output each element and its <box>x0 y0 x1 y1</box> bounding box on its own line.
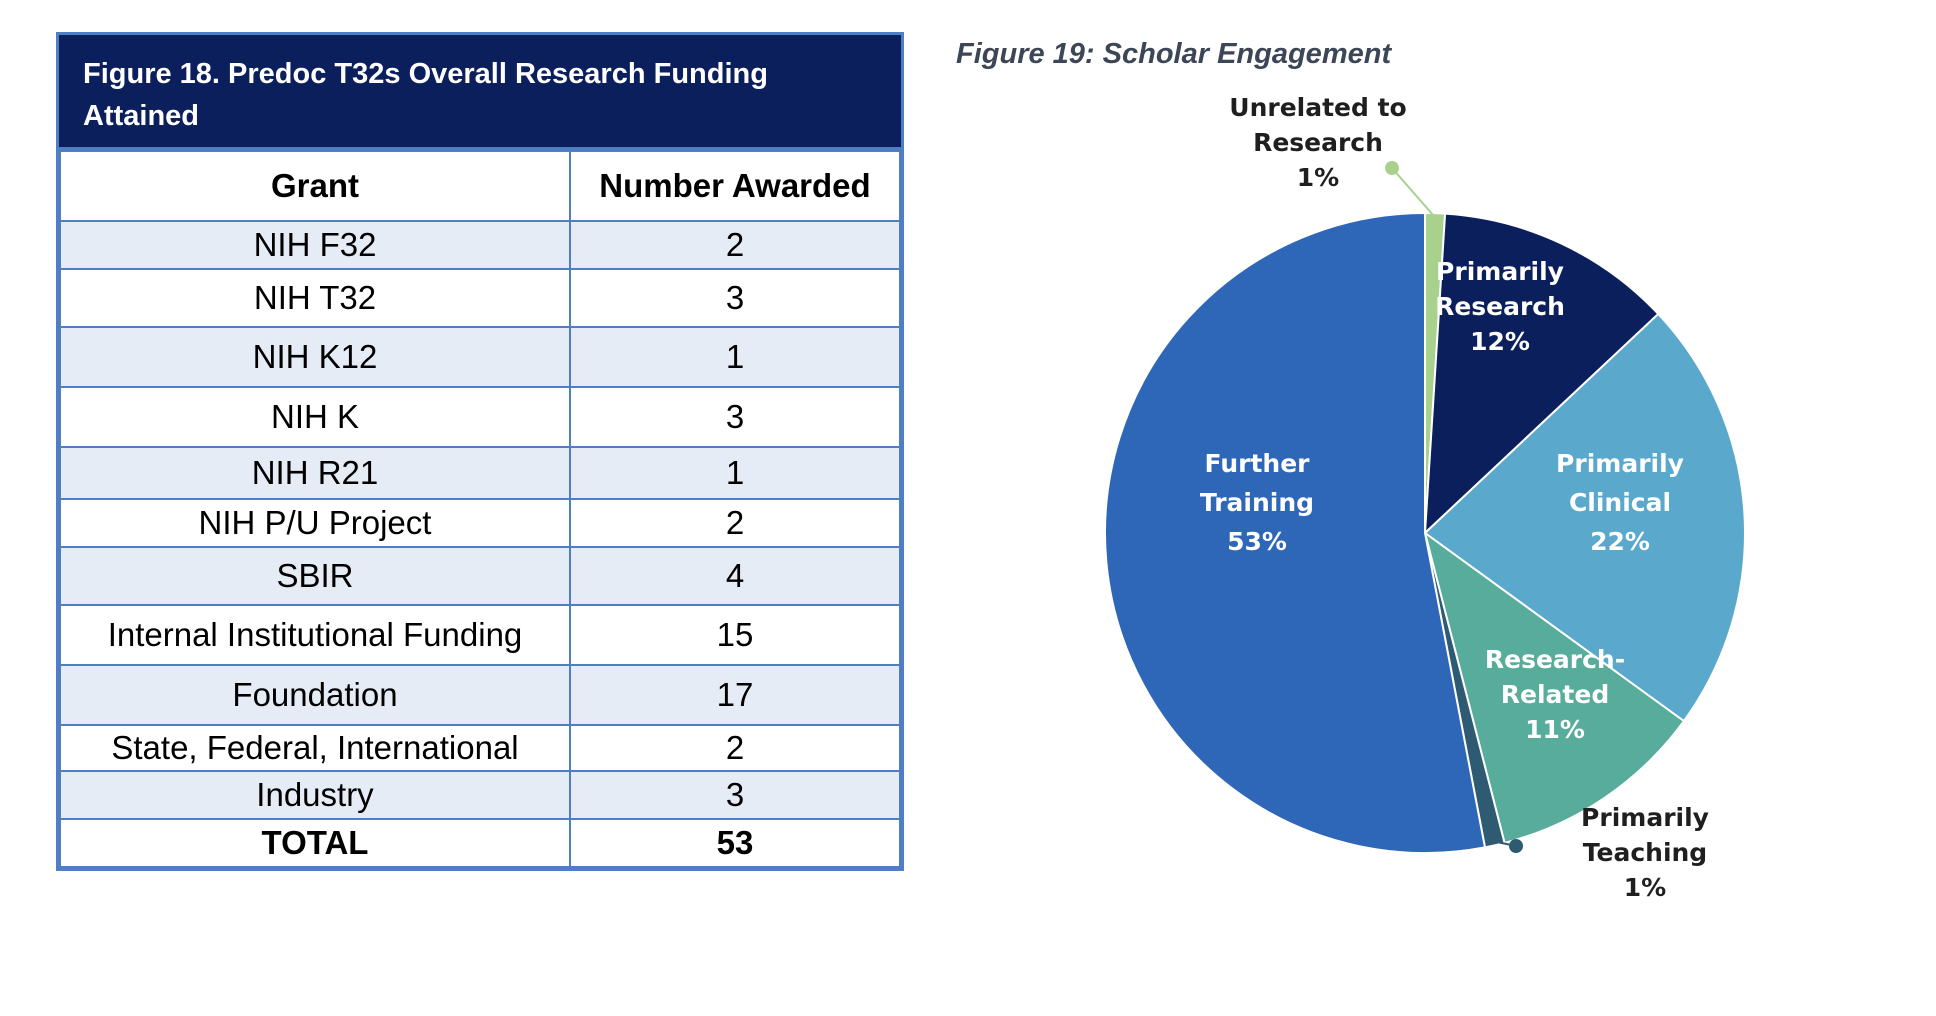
grant-cell: SBIR <box>59 546 571 606</box>
total-label-cell: TOTAL <box>59 818 571 868</box>
grant-cell: NIH P/U Project <box>59 498 571 548</box>
table-title: Figure 18. Predoc T32s Overall Research … <box>59 35 901 150</box>
number-awarded-cell: 3 <box>569 386 901 448</box>
number-awarded-cell: 2 <box>569 498 901 548</box>
pie-slice <box>1423 212 1660 536</box>
slice-label: Primarily Clinical 22% <box>1556 449 1684 556</box>
pie-chart-title: Figure 19: Scholar Engagement <box>956 38 1392 70</box>
grant-cell: NIH K <box>59 386 571 448</box>
slice-label: Research-Related 11% <box>1485 645 1625 744</box>
table-row: NIH T32 3 <box>59 268 901 328</box>
number-awarded-cell: 3 <box>569 770 901 820</box>
slice-label: Primarily Teaching 1% <box>1581 803 1709 902</box>
pie-slice <box>1423 312 1746 723</box>
number-awarded-cell: 17 <box>569 664 901 726</box>
leader-dot <box>1385 161 1399 175</box>
total-value-cell: 53 <box>569 818 901 868</box>
column-header-number-awarded: Number Awarded <box>569 150 901 222</box>
table-row: NIH P/U Project 2 <box>59 498 901 548</box>
table-header-row: Grant Number Awarded <box>59 150 901 222</box>
table-row: NIH F32 2 <box>59 220 901 270</box>
funding-table-figure: Figure 18. Predoc T32s Overall Research … <box>56 32 904 871</box>
table-row: Internal Institutional Funding 15 <box>59 604 901 666</box>
number-awarded-cell: 3 <box>569 268 901 328</box>
grant-cell: NIH T32 <box>59 268 571 328</box>
grant-cell: NIH F32 <box>59 220 571 270</box>
grant-cell: Foundation <box>59 664 571 726</box>
pie-slice <box>1423 530 1686 845</box>
table-row: NIH K12 1 <box>59 326 901 388</box>
table-row: Industry 3 <box>59 770 901 820</box>
table-row: SBIR 4 <box>59 546 901 606</box>
column-header-grant: Grant <box>59 150 571 222</box>
number-awarded-cell: 4 <box>569 546 901 606</box>
table-row: NIH R21 1 <box>59 446 901 500</box>
leader-dot <box>1509 839 1523 853</box>
number-awarded-cell: 1 <box>569 446 901 500</box>
grant-cell: Industry <box>59 770 571 820</box>
number-awarded-cell: 2 <box>569 220 901 270</box>
table-row: Foundation 17 <box>59 664 901 726</box>
number-awarded-cell: 15 <box>569 604 901 666</box>
slice-label: Unrelated to Research 1% <box>1229 93 1406 192</box>
table-total-row: TOTAL 53 <box>59 818 901 868</box>
grant-cell: NIH R21 <box>59 446 571 500</box>
grant-cell: Internal Institutional Funding <box>59 604 571 666</box>
pie-chart: Unrelated to Research 1% Primarily Research 1… <box>1104 93 1746 902</box>
pie-slice <box>1104 211 1487 854</box>
grant-cell: State, Federal, International <box>59 724 571 772</box>
table-row: State, Federal, International 2 <box>59 724 901 772</box>
number-awarded-cell: 2 <box>569 724 901 772</box>
leader-line <box>1391 167 1436 218</box>
slice-label: Primarily Research 12% <box>1435 257 1565 356</box>
number-awarded-cell: 1 <box>569 326 901 388</box>
funding-table: Grant Number Awarded NIH F32 2 NIH T32 3 NIH… <box>59 150 901 868</box>
slice-label: Further Training 53% <box>1200 449 1314 556</box>
grant-cell: NIH K12 <box>59 326 571 388</box>
